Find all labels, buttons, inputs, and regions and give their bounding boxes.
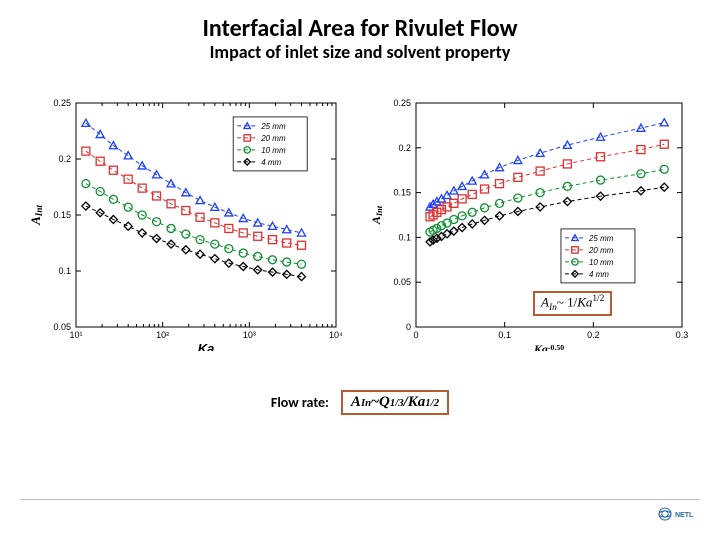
svg-text:0.25: 0.25: [393, 98, 411, 108]
svg-text:20 mm: 20 mm: [260, 134, 286, 143]
svg-text:0.2: 0.2: [58, 154, 71, 164]
svg-text:Ka-0.50: Ka-0.50: [533, 342, 564, 351]
svg-text:0.1: 0.1: [398, 232, 411, 242]
svg-text:0.25: 0.25: [53, 98, 71, 108]
svg-text:0.2: 0.2: [398, 143, 411, 153]
svg-text:20 mm: 20 mm: [588, 246, 614, 255]
slide-subtitle: Impact of inlet size and solvent propert…: [20, 41, 700, 63]
netl-logo-text: NETL: [675, 512, 694, 519]
flowrate-formula: AIn~ Q1/3/Ka1/2: [341, 390, 449, 415]
svg-text:0.1: 0.1: [498, 330, 511, 340]
flowrate-row: Flow rate: AIn~ Q1/3/Ka1/2: [20, 390, 700, 415]
svg-text:0.05: 0.05: [53, 322, 71, 332]
svg-text:0.05: 0.05: [393, 277, 411, 287]
svg-text:4 mm: 4 mm: [589, 270, 609, 279]
chart-right: 0 0.1 0.2 0.3 0 0.05 0.1 0.15 0.2 0.25 AInt Ka-0.50…: [370, 91, 700, 356]
slide-root: Interfacial Area for Rivulet Flow Impact…: [0, 0, 720, 540]
svg-text:10 mm: 10 mm: [589, 258, 614, 267]
svg-text:0: 0: [413, 330, 418, 340]
charts-row: 10¹ 10² 10³ 10⁴ 0.05 0.1 0.15 0.2 0.25 AInt Ka 25 m…: [20, 91, 700, 356]
chart-left: 10¹ 10² 10³ 10⁴ 0.05 0.1 0.15 0.2 0.25 AInt Ka 25 m…: [20, 91, 350, 356]
svg-text:0.2: 0.2: [587, 330, 600, 340]
svg-text:10⁴: 10⁴: [329, 330, 343, 340]
svg-text:0: 0: [406, 322, 411, 332]
svg-text:0.15: 0.15: [53, 210, 71, 220]
svg-text:0.3: 0.3: [676, 330, 689, 340]
svg-text:4 mm: 4 mm: [261, 158, 281, 167]
svg-text:10³: 10³: [243, 330, 256, 340]
netl-logo-icon: NETL: [656, 505, 694, 528]
slide-title: Interfacial Area for Rivulet Flow: [20, 14, 700, 43]
formula-inset: AIn~ 1/Ka1/2: [533, 291, 612, 316]
svg-text:Ka: Ka: [198, 341, 215, 351]
svg-text:0.1: 0.1: [58, 266, 71, 276]
footer-divider: [20, 499, 700, 500]
svg-text:10²: 10²: [156, 330, 169, 340]
svg-text:10¹: 10¹: [69, 330, 82, 340]
svg-text:10 mm: 10 mm: [261, 146, 286, 155]
svg-text:0.15: 0.15: [393, 188, 411, 198]
svg-text:25 mm: 25 mm: [260, 122, 286, 131]
svg-text:25 mm: 25 mm: [588, 234, 614, 243]
flowrate-label: Flow rate:: [271, 394, 329, 411]
svg-text:AInt: AInt: [28, 205, 44, 226]
svg-text:AInt: AInt: [370, 205, 384, 225]
